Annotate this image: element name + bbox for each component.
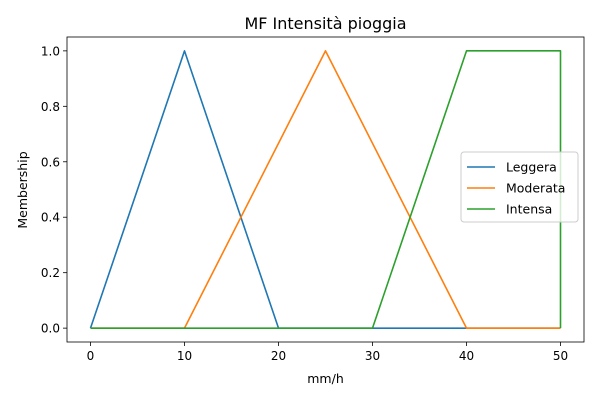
x-tick-label: 20 [271, 349, 286, 363]
y-tick-label: 0.8 [41, 100, 60, 114]
series-line-0 [89, 50, 561, 329]
plot-series [89, 50, 562, 329]
y-tick-label: 0.0 [41, 322, 60, 336]
y-axis: 0.0 0.2 0.4 0.6 0.8 1.0 [41, 44, 67, 336]
legend: Leggera Moderata Intensa [460, 151, 579, 223]
y-tick-label: 1.0 [41, 44, 60, 58]
x-tick-label: 10 [177, 349, 192, 363]
x-tick-label: 30 [365, 349, 380, 363]
y-tick-label: 0.4 [41, 211, 60, 225]
legend-label-1: Moderata [506, 181, 565, 196]
chart-title: MF Intensità pioggia [244, 14, 406, 33]
y-axis-label: Membership [15, 151, 30, 228]
y-tick-label: 0.2 [41, 266, 60, 280]
plot-frame [66, 36, 585, 343]
x-axis: 0 10 20 30 40 50 [87, 342, 568, 363]
legend-box [460, 151, 579, 223]
y-tick-label: 0.6 [41, 155, 60, 169]
series-line-2 [90, 50, 562, 329]
x-tick-label: 50 [553, 349, 568, 363]
legend-label-2: Intensa [506, 202, 552, 217]
legend-label-0: Leggera [506, 160, 557, 175]
x-tick-label: 40 [459, 349, 474, 363]
x-tick-label: 0 [87, 349, 95, 363]
x-axis-label: mm/h [307, 371, 344, 386]
